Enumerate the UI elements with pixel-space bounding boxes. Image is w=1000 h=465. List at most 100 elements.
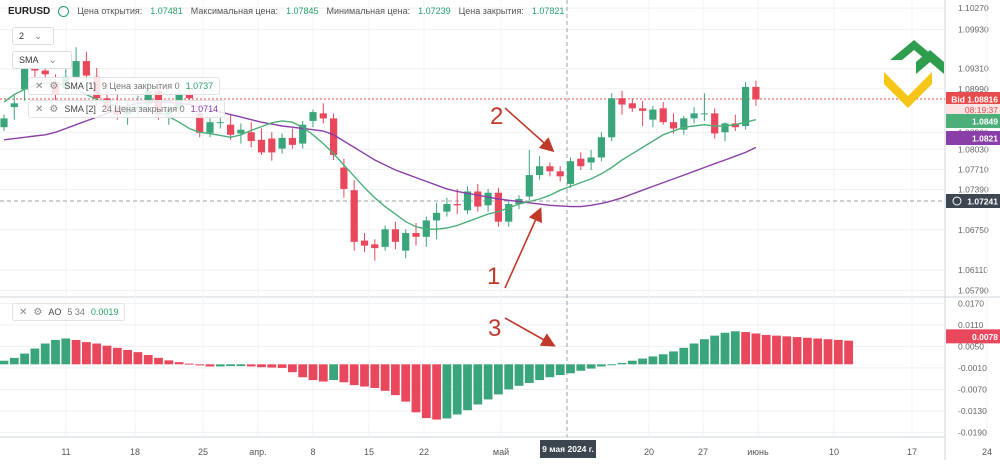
high-value: 1.07845	[285, 6, 319, 16]
ao-bar	[288, 364, 297, 373]
candle-body	[742, 86, 750, 126]
candle-body	[206, 122, 214, 133]
candle-body	[649, 109, 657, 120]
time-tick-label: 11	[61, 447, 70, 457]
time-tick-label: 18	[130, 447, 140, 457]
ao-bar	[82, 342, 91, 365]
candle-body	[72, 61, 80, 77]
symbol-label[interactable]: EURUSD	[8, 5, 51, 17]
ao-bar	[741, 332, 750, 365]
candle-body	[505, 204, 513, 222]
indicator-select[interactable]: SMA ⌄	[12, 51, 72, 69]
ohlc-header: EURUSD Цена открытия: 1.07481 Максимальн…	[0, 0, 564, 22]
gear-icon[interactable]: ⚙	[49, 80, 59, 92]
sma1-name: SMA [1]	[64, 81, 96, 91]
candle-body	[340, 167, 348, 189]
candle-body	[227, 124, 235, 135]
time-tick-label: 22	[419, 447, 429, 457]
high-label: Максимальная цена:	[190, 6, 278, 16]
ao-bar	[473, 364, 483, 405]
time-tick-label: апр.	[249, 447, 266, 457]
ao-bar	[813, 338, 823, 365]
interval-value: 2	[19, 31, 25, 41]
candle-body	[10, 103, 18, 108]
candle-body	[391, 229, 399, 242]
bid-price-tag: Bid 1.08816	[951, 95, 998, 105]
candle-body	[309, 112, 317, 121]
candle-body	[257, 139, 266, 153]
ao-bar	[0, 360, 9, 365]
cursor-date-bg	[540, 440, 596, 458]
annotation-label-1: 1	[487, 263, 500, 290]
ao-bar	[504, 364, 514, 390]
time-tick-label: 10	[829, 447, 839, 457]
ao-bar	[545, 364, 555, 378]
ao-bar	[421, 364, 431, 419]
price-tick-label: 1.10270	[958, 3, 989, 13]
time-tick-label: 25	[198, 447, 208, 457]
price-tick-label: 1.09310	[958, 64, 989, 74]
close-icon[interactable]: ✕	[35, 103, 44, 115]
chevron-down-icon: ⌄	[48, 54, 57, 66]
ao-bar	[627, 360, 637, 365]
candle-body	[0, 118, 8, 128]
ao-tick-label: -0.0130	[958, 406, 987, 416]
candle-body	[350, 190, 358, 242]
ao-bar	[164, 360, 174, 365]
ao-bar	[236, 364, 246, 367]
ao-bar	[71, 339, 81, 365]
ao-bar	[679, 347, 689, 365]
ao-bar	[782, 336, 792, 365]
candle-body	[474, 191, 482, 207]
candle-body	[299, 124, 307, 144]
bar-timer: 08:19:37	[965, 105, 998, 115]
candle-body	[268, 138, 276, 153]
ao-legend[interactable]: ✕ ⚙ AO 5 34 0.0019	[12, 303, 126, 321]
time-tick-label: июнь	[747, 447, 769, 457]
ao-bar	[710, 335, 720, 365]
ao-bar	[174, 362, 184, 365]
candle-body	[371, 244, 379, 249]
crosshair-price-tag: 1.07241	[967, 197, 998, 207]
open-value: 1.07481	[150, 6, 183, 16]
candle-body	[247, 132, 255, 142]
ao-bar	[638, 358, 647, 365]
gear-icon[interactable]: ⚙	[33, 306, 43, 318]
price-tick-label: 1.08990	[958, 84, 989, 94]
crosshair-target-icon	[952, 196, 962, 206]
price-tick-label: 1.09930	[958, 25, 989, 35]
gear-icon[interactable]: ⚙	[49, 103, 59, 115]
ao-value-tag: 0.0078	[972, 332, 998, 342]
ao-bar	[380, 364, 390, 391]
sma1-legend[interactable]: ✕ ⚙ SMA [1] 9 Цена закрытия 0 1.0737	[28, 77, 221, 95]
candle-body	[41, 70, 49, 75]
ao-bar	[92, 343, 102, 365]
ao-bar	[823, 339, 833, 365]
candle-body	[360, 240, 369, 246]
ao-bar	[349, 364, 359, 386]
candle-body	[628, 103, 636, 109]
ao-bar	[308, 364, 318, 381]
ao-tick-label: 0.0170	[958, 298, 984, 308]
ao-bar	[329, 364, 338, 381]
sma2-legend[interactable]: ✕ ⚙ SMA [2] 24 Цена закрытия 0 1.0714	[28, 100, 226, 118]
close-icon[interactable]: ✕	[19, 306, 28, 318]
annotation-arrow-1	[504, 207, 542, 289]
interval-select[interactable]: 2 ⌄	[12, 27, 54, 45]
time-tick-label: 15	[364, 447, 374, 457]
candle-body	[484, 192, 492, 206]
candle-body	[494, 192, 502, 222]
time-tick-label: 8	[310, 447, 315, 457]
ao-bar	[391, 364, 400, 396]
candle-body	[566, 161, 575, 184]
ao-tick-label: -0.0190	[958, 427, 987, 437]
chevron-down-icon: ⌄	[34, 30, 43, 42]
low-value: 1.07239	[418, 6, 451, 16]
ao-tick-label: -0.0010	[958, 363, 987, 373]
candle-body	[669, 122, 678, 129]
candle-body	[412, 233, 420, 237]
time-tick-label: 17	[907, 447, 917, 457]
close-icon[interactable]: ✕	[35, 80, 44, 92]
annotation-arrow-3	[504, 317, 556, 347]
